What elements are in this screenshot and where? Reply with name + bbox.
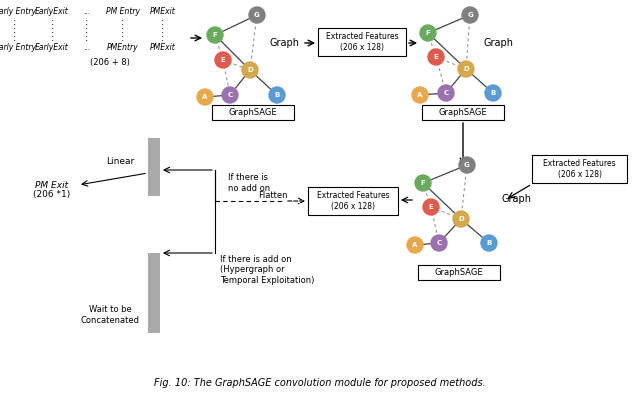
- Text: :: :: [13, 33, 17, 43]
- Circle shape: [215, 52, 231, 68]
- FancyBboxPatch shape: [422, 105, 504, 120]
- Text: PM Entry: PM Entry: [106, 7, 140, 17]
- Circle shape: [458, 61, 474, 77]
- Text: Wait to be
Concatenated: Wait to be Concatenated: [81, 305, 140, 325]
- Circle shape: [249, 7, 265, 23]
- Text: C: C: [436, 240, 442, 246]
- Text: Extracted Features
(206 x 128): Extracted Features (206 x 128): [543, 159, 616, 179]
- Text: E: E: [221, 57, 225, 63]
- Text: D: D: [247, 67, 253, 73]
- Text: GraphSAGE: GraphSAGE: [228, 108, 277, 117]
- Text: A: A: [417, 92, 422, 98]
- Text: :: :: [85, 25, 88, 35]
- Text: PMExit: PMExit: [150, 44, 176, 53]
- Text: F: F: [426, 30, 430, 36]
- Circle shape: [431, 235, 447, 251]
- Text: GraphSAGE: GraphSAGE: [435, 268, 483, 277]
- Circle shape: [462, 7, 478, 23]
- Text: F: F: [212, 32, 218, 38]
- Text: :: :: [161, 17, 164, 27]
- Circle shape: [415, 175, 431, 191]
- Text: PMExit: PMExit: [150, 7, 176, 17]
- Circle shape: [423, 199, 439, 215]
- FancyBboxPatch shape: [148, 253, 160, 333]
- Circle shape: [269, 87, 285, 103]
- FancyBboxPatch shape: [418, 265, 500, 280]
- FancyBboxPatch shape: [532, 155, 627, 183]
- Text: :: :: [51, 25, 54, 35]
- Text: (206 + 8): (206 + 8): [90, 57, 130, 66]
- Circle shape: [207, 27, 223, 43]
- Text: :: :: [85, 17, 88, 27]
- Text: If there is
no add on: If there is no add on: [228, 173, 270, 193]
- FancyBboxPatch shape: [308, 187, 398, 215]
- Circle shape: [481, 235, 497, 251]
- Text: G: G: [467, 12, 473, 18]
- Text: A: A: [202, 94, 208, 100]
- Text: D: D: [463, 66, 469, 72]
- Text: B: B: [275, 92, 280, 98]
- Text: ...: ...: [83, 7, 91, 17]
- Text: Graph: Graph: [270, 38, 300, 48]
- Text: ...: ...: [83, 44, 91, 53]
- Text: A: A: [412, 242, 418, 248]
- FancyBboxPatch shape: [148, 138, 160, 196]
- Text: D: D: [458, 216, 464, 222]
- Circle shape: [428, 49, 444, 65]
- Text: Graph: Graph: [502, 194, 532, 204]
- Text: Extracted Features
(206 x 128): Extracted Features (206 x 128): [326, 32, 398, 52]
- Text: Early Entry: Early Entry: [0, 7, 36, 17]
- FancyBboxPatch shape: [212, 105, 294, 120]
- Circle shape: [459, 157, 475, 173]
- Circle shape: [407, 237, 423, 253]
- Text: E: E: [434, 54, 438, 60]
- Circle shape: [453, 211, 469, 227]
- Text: PMEntry: PMEntry: [107, 44, 139, 53]
- Text: Graph: Graph: [483, 38, 513, 48]
- Text: :: :: [13, 25, 17, 35]
- Text: G: G: [254, 12, 260, 18]
- Text: If there is add on
(Hypergraph or
Temporal Exploitation): If there is add on (Hypergraph or Tempor…: [220, 255, 314, 285]
- Circle shape: [222, 87, 238, 103]
- Text: C: C: [444, 90, 449, 96]
- Text: B: B: [486, 240, 492, 246]
- Text: :: :: [85, 33, 88, 43]
- Text: (206 *1): (206 *1): [33, 191, 70, 200]
- Text: Extracted Features
(206 x 128): Extracted Features (206 x 128): [317, 191, 389, 211]
- Text: B: B: [490, 90, 495, 96]
- Text: Early Entry: Early Entry: [0, 44, 36, 53]
- Text: :: :: [122, 17, 125, 27]
- Text: C: C: [227, 92, 232, 98]
- Text: Linear: Linear: [106, 158, 134, 167]
- Text: PM Exit: PM Exit: [35, 180, 68, 189]
- Text: Fig. 10: The GraphSAGE convolution module for proposed methods.: Fig. 10: The GraphSAGE convolution modul…: [154, 378, 486, 388]
- Text: :: :: [122, 33, 125, 43]
- Text: :: :: [51, 17, 54, 27]
- Text: G: G: [464, 162, 470, 168]
- Circle shape: [438, 85, 454, 101]
- Text: E: E: [429, 204, 433, 210]
- Text: :: :: [51, 33, 54, 43]
- Text: :: :: [161, 33, 164, 43]
- Circle shape: [242, 62, 258, 78]
- Text: EarlyExit: EarlyExit: [35, 44, 69, 53]
- Text: Flatten: Flatten: [259, 191, 288, 200]
- Text: EarlyExit: EarlyExit: [35, 7, 69, 17]
- Text: :: :: [13, 17, 17, 27]
- Circle shape: [412, 87, 428, 103]
- Circle shape: [197, 89, 213, 105]
- Text: GraphSAGE: GraphSAGE: [438, 108, 487, 117]
- Text: :: :: [122, 25, 125, 35]
- Circle shape: [420, 25, 436, 41]
- Text: F: F: [420, 180, 426, 186]
- Circle shape: [485, 85, 501, 101]
- FancyBboxPatch shape: [318, 28, 406, 56]
- Text: :: :: [161, 25, 164, 35]
